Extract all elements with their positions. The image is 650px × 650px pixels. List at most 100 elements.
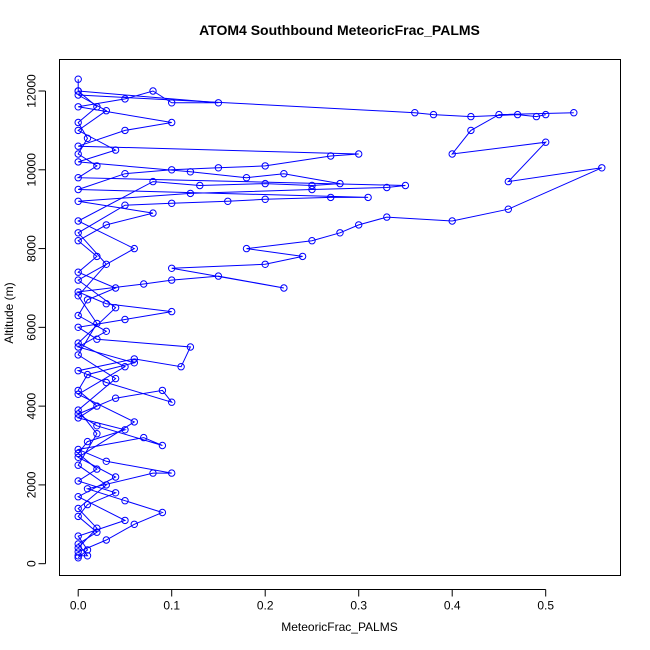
data-point <box>74 311 82 320</box>
data-point <box>411 109 419 117</box>
x-tick-label: 0.4 <box>444 599 461 613</box>
data-point <box>570 109 578 117</box>
plot-frame <box>59 59 621 576</box>
chart-title: ATOM4 Southbound MeteoricFrac_PALMS <box>199 22 480 38</box>
data-point <box>74 414 82 422</box>
data-point <box>121 315 129 324</box>
data-point <box>158 386 167 395</box>
data-point <box>74 268 82 276</box>
data-point <box>74 91 82 99</box>
data-point <box>130 355 139 363</box>
plot-area <box>74 75 606 562</box>
data-point <box>280 284 288 292</box>
data-point <box>74 504 82 513</box>
data-point <box>327 152 335 160</box>
data-point <box>74 453 82 461</box>
data-point <box>168 398 176 406</box>
data-point <box>149 209 157 217</box>
data-point <box>83 437 92 446</box>
data-point <box>74 544 82 552</box>
x-axis-label: MeteoricFrac_PALMS <box>281 620 397 634</box>
y-tick-label: 12000 <box>25 74 39 108</box>
data-point <box>74 367 82 375</box>
y-tick-label: 0 <box>25 560 39 567</box>
data-point <box>186 168 195 176</box>
data-point <box>121 516 129 525</box>
data-point <box>130 520 139 528</box>
y-tick-label: 4000 <box>25 392 39 419</box>
data-point <box>74 197 82 206</box>
data-point <box>196 181 204 190</box>
series-4 <box>74 91 550 562</box>
data-point <box>513 110 522 119</box>
data-point <box>93 430 101 438</box>
data-point <box>93 524 101 532</box>
data-point <box>74 477 82 485</box>
x-tick-label: 0.1 <box>163 599 180 613</box>
data-point <box>261 179 269 188</box>
data-point <box>121 126 129 135</box>
data-point <box>214 272 223 280</box>
data-point <box>74 103 82 111</box>
data-point <box>308 185 316 194</box>
series-2 <box>74 109 606 556</box>
data-point <box>364 193 372 202</box>
data-point <box>168 118 176 127</box>
data-point <box>74 343 82 351</box>
data-point <box>111 473 120 481</box>
data-point <box>308 237 316 245</box>
y-tick-label: 2000 <box>25 471 39 498</box>
data-point <box>74 229 82 237</box>
data-point <box>177 363 185 371</box>
data-point <box>168 307 176 316</box>
x-tick-label: 0.2 <box>257 599 274 613</box>
data-point <box>186 189 195 198</box>
data-point <box>308 181 316 190</box>
data-point <box>102 221 111 229</box>
data-point <box>74 445 82 454</box>
series-line <box>76 112 603 553</box>
data-point <box>93 319 101 328</box>
data-point <box>74 552 82 560</box>
data-point <box>121 497 129 505</box>
data-point <box>111 374 120 383</box>
data-point <box>149 469 157 477</box>
data-point <box>448 217 456 225</box>
data-point <box>158 508 167 517</box>
data-point <box>74 158 82 166</box>
data-point <box>261 162 269 170</box>
data-point <box>74 532 82 540</box>
data-point <box>355 150 363 158</box>
data-point <box>74 390 82 398</box>
y-tick-label: 10000 <box>25 153 39 187</box>
data-point <box>336 229 344 237</box>
data-point <box>83 552 92 560</box>
data-point <box>74 339 82 347</box>
data-point <box>102 536 111 544</box>
data-point <box>74 548 82 556</box>
data-point <box>83 296 92 304</box>
data-point <box>327 193 335 202</box>
data-point <box>168 469 176 477</box>
data-point <box>74 276 82 284</box>
data-point <box>130 359 139 367</box>
data-point <box>383 213 391 221</box>
data-point <box>467 126 475 135</box>
series-line <box>77 90 369 549</box>
data-point <box>74 554 82 562</box>
data-point <box>140 280 148 288</box>
data-point <box>102 260 111 268</box>
data-point <box>280 170 288 178</box>
data-point <box>336 179 344 188</box>
data-point <box>74 406 82 414</box>
data-point <box>74 449 82 458</box>
data-point <box>504 177 512 186</box>
data-point <box>383 183 391 192</box>
series-3 <box>74 87 372 552</box>
data-point <box>93 402 101 410</box>
data-point <box>74 461 82 469</box>
y-tick-label: 8000 <box>25 235 39 262</box>
data-point <box>111 489 120 497</box>
data-point <box>149 177 157 186</box>
x-tick-label: 0.5 <box>537 599 554 613</box>
